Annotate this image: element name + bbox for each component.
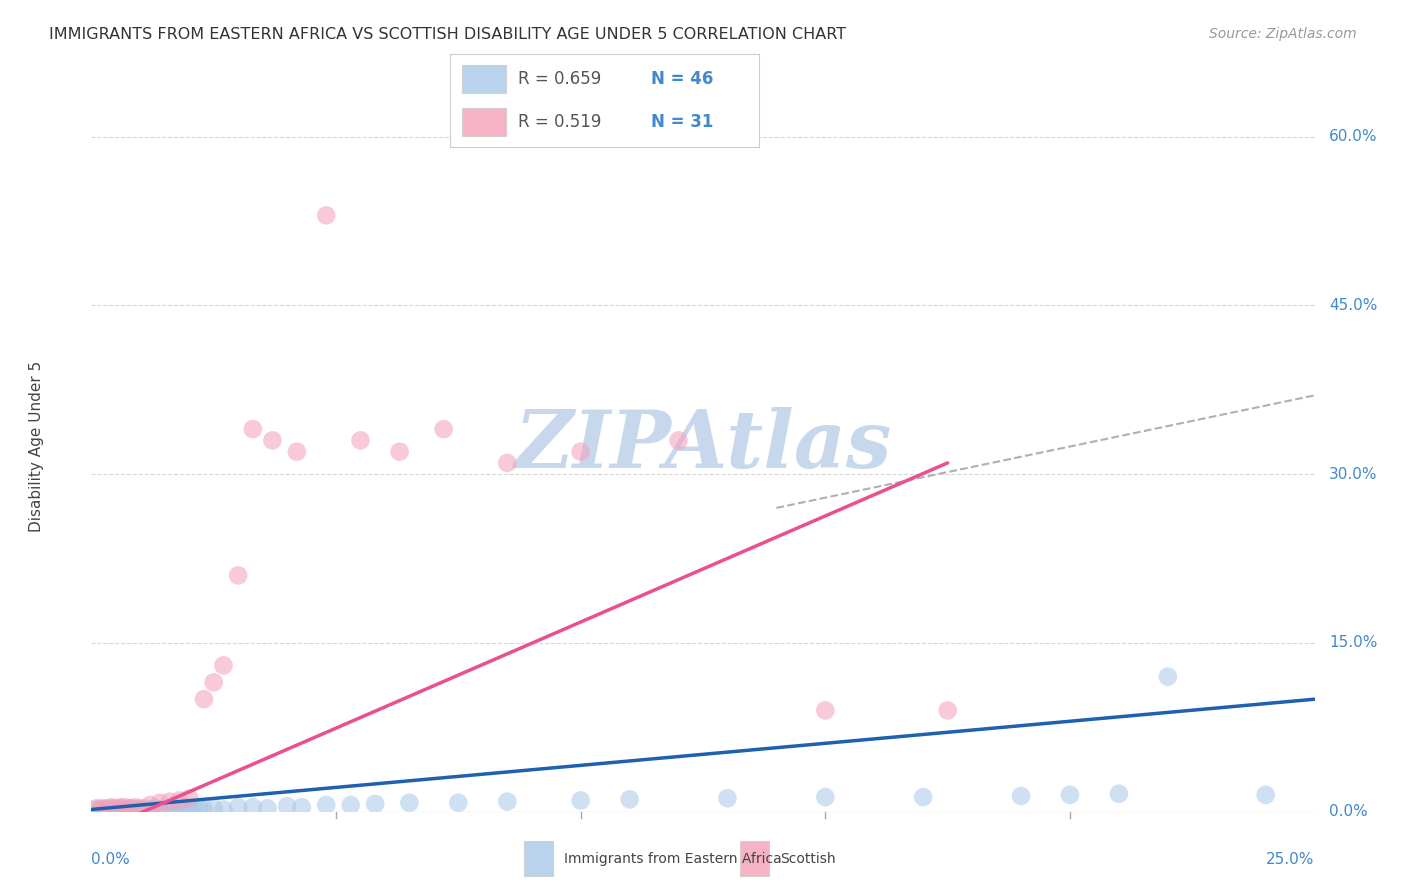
Point [1157, 670, 1180, 684]
Bar [740, 841, 769, 876]
Point [398, 796, 420, 810]
Point [262, 434, 284, 448]
Point [339, 797, 361, 812]
Point [183, 802, 205, 816]
Point [159, 795, 181, 809]
Point [169, 802, 191, 816]
Point [256, 801, 278, 815]
Text: N = 46: N = 46 [651, 70, 713, 87]
Point [349, 434, 371, 448]
Point [149, 802, 172, 816]
Text: IMMIGRANTS FROM EASTERN AFRICA VS SCOTTISH DISABILITY AGE UNDER 5 CORRELATION CH: IMMIGRANTS FROM EASTERN AFRICA VS SCOTTI… [49, 27, 846, 42]
Point [242, 422, 264, 436]
Point [388, 444, 411, 458]
Point [94, 802, 117, 816]
Point [169, 793, 191, 807]
Point [276, 799, 298, 814]
Bar [524, 841, 553, 876]
Point [149, 796, 172, 810]
Point [668, 434, 690, 448]
Point [496, 795, 519, 809]
Point [716, 791, 738, 805]
Point [143, 801, 166, 815]
Point [114, 802, 136, 816]
Bar [463, 108, 506, 136]
Point [193, 802, 215, 816]
Text: 15.0%: 15.0% [1329, 635, 1378, 650]
Text: Disability Age Under 5: Disability Age Under 5 [30, 360, 44, 532]
Point [447, 796, 470, 810]
Point [84, 802, 107, 816]
Point [100, 801, 122, 815]
Text: 60.0%: 60.0% [1329, 129, 1378, 144]
Point [1059, 788, 1081, 802]
Point [315, 208, 337, 222]
Point [936, 703, 959, 717]
Point [1108, 787, 1130, 801]
Point [173, 802, 195, 816]
Point [212, 658, 235, 673]
Text: 0.0%: 0.0% [1329, 805, 1368, 819]
Point [569, 444, 592, 458]
Point [814, 703, 837, 717]
Point [139, 802, 162, 816]
Point [134, 801, 156, 815]
Point [129, 801, 152, 815]
Point [120, 801, 142, 815]
Text: N = 31: N = 31 [651, 113, 713, 131]
Point [569, 793, 592, 807]
Point [179, 801, 201, 815]
Point [202, 675, 225, 690]
Point [84, 801, 107, 815]
Point [496, 456, 519, 470]
Point [114, 800, 136, 814]
Point [315, 797, 337, 812]
Text: Immigrants from Eastern Africa: Immigrants from Eastern Africa [564, 852, 782, 865]
Point [226, 800, 249, 814]
Text: R = 0.519: R = 0.519 [517, 113, 602, 131]
Point [193, 692, 215, 706]
Point [104, 801, 127, 815]
Point [94, 801, 117, 815]
Point [1010, 789, 1032, 803]
Point [814, 790, 837, 805]
Point [619, 792, 641, 806]
Point [124, 800, 146, 814]
Bar [463, 65, 506, 93]
Point [188, 801, 211, 815]
Point [90, 801, 112, 815]
Point [159, 802, 181, 816]
Point [226, 568, 249, 582]
Point [291, 800, 314, 814]
Point [104, 802, 127, 816]
Point [153, 801, 176, 815]
Point [212, 802, 235, 816]
Point [110, 801, 132, 815]
Point [1254, 788, 1277, 802]
Point [100, 800, 122, 814]
Point [129, 802, 152, 816]
Text: R = 0.659: R = 0.659 [517, 70, 602, 87]
Point [179, 791, 201, 805]
Point [120, 801, 142, 815]
Text: 25.0%: 25.0% [1267, 852, 1315, 867]
Point [285, 444, 308, 458]
Text: 0.0%: 0.0% [91, 852, 131, 867]
Point [912, 790, 935, 805]
Point [110, 800, 132, 814]
Text: 30.0%: 30.0% [1329, 467, 1378, 482]
Text: 45.0%: 45.0% [1329, 298, 1378, 313]
Point [90, 802, 112, 816]
Point [433, 422, 456, 436]
Point [242, 800, 264, 814]
Point [202, 801, 225, 815]
Point [364, 797, 387, 811]
Point [163, 801, 186, 815]
Text: Source: ZipAtlas.com: Source: ZipAtlas.com [1209, 27, 1357, 41]
Text: ZIPAtlas: ZIPAtlas [515, 408, 891, 484]
Point [139, 797, 162, 812]
Point [124, 802, 146, 816]
Text: Scottish: Scottish [780, 852, 835, 865]
